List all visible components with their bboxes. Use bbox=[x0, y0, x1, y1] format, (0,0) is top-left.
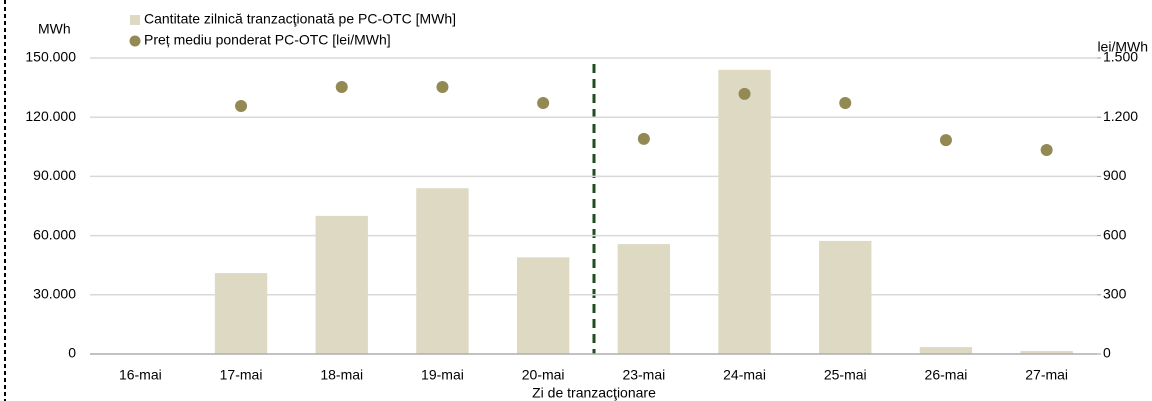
price-dot bbox=[436, 81, 449, 94]
y2-tick-label: 900 bbox=[1103, 167, 1127, 183]
legend-swatch bbox=[129, 35, 141, 47]
legend-swatch bbox=[130, 15, 140, 25]
x-axis-label: Zi de tranzacţionare bbox=[532, 385, 656, 401]
price-dot bbox=[335, 81, 348, 94]
x-tick-label: 16-mai bbox=[119, 367, 162, 383]
bar bbox=[819, 240, 872, 354]
bar bbox=[416, 188, 469, 354]
bar bbox=[919, 347, 973, 354]
y2-tick-label: 0 bbox=[1103, 345, 1111, 361]
y-tick-label: 150.000 bbox=[25, 49, 76, 65]
y2-tick-label: 1.200 bbox=[1103, 108, 1138, 124]
x-tick-label: 26-mai bbox=[925, 367, 968, 383]
bar bbox=[315, 215, 368, 354]
y-tick-label: 60.000 bbox=[33, 226, 76, 242]
price-dot bbox=[537, 96, 550, 109]
x-tick-label: 27-mai bbox=[1025, 367, 1068, 383]
y2-tick-label: 1.500 bbox=[1103, 49, 1138, 65]
y-tick-label: 0 bbox=[68, 345, 76, 361]
bar bbox=[617, 244, 671, 354]
legend-label: Cantitate zilnică tranzacţionată pe PC-O… bbox=[144, 11, 456, 27]
x-tick-label: 20-mai bbox=[522, 367, 565, 383]
x-tick-label: 24-mai bbox=[723, 367, 766, 383]
legend-label: Preț mediu ponderat PC-OTC [lei/MWh] bbox=[144, 32, 391, 48]
y2-tick-label: 600 bbox=[1103, 226, 1127, 242]
price-dot bbox=[939, 134, 952, 147]
x-tick-label: 23-mai bbox=[622, 367, 665, 383]
x-tick-label: 25-mai bbox=[824, 367, 867, 383]
y2-axis-label: lei/MWh bbox=[1097, 39, 1148, 55]
bar bbox=[1020, 351, 1073, 354]
price-dot bbox=[839, 96, 852, 109]
bar bbox=[516, 257, 570, 354]
y-tick-label: 120.000 bbox=[25, 108, 76, 124]
x-tick-label: 17-mai bbox=[220, 367, 263, 383]
y-tick-label: 90.000 bbox=[33, 167, 76, 183]
bar bbox=[214, 273, 268, 354]
price-dot bbox=[235, 99, 248, 112]
y-tick-label: 30.000 bbox=[33, 286, 76, 302]
bar bbox=[718, 69, 771, 354]
price-dot bbox=[637, 132, 650, 145]
x-tick-label: 18-mai bbox=[320, 367, 363, 383]
price-dot bbox=[738, 87, 751, 100]
price-dot bbox=[1040, 143, 1053, 156]
y-axis-label: MWh bbox=[38, 21, 71, 37]
y2-tick-label: 300 bbox=[1103, 286, 1127, 302]
x-tick-label: 19-mai bbox=[421, 367, 464, 383]
